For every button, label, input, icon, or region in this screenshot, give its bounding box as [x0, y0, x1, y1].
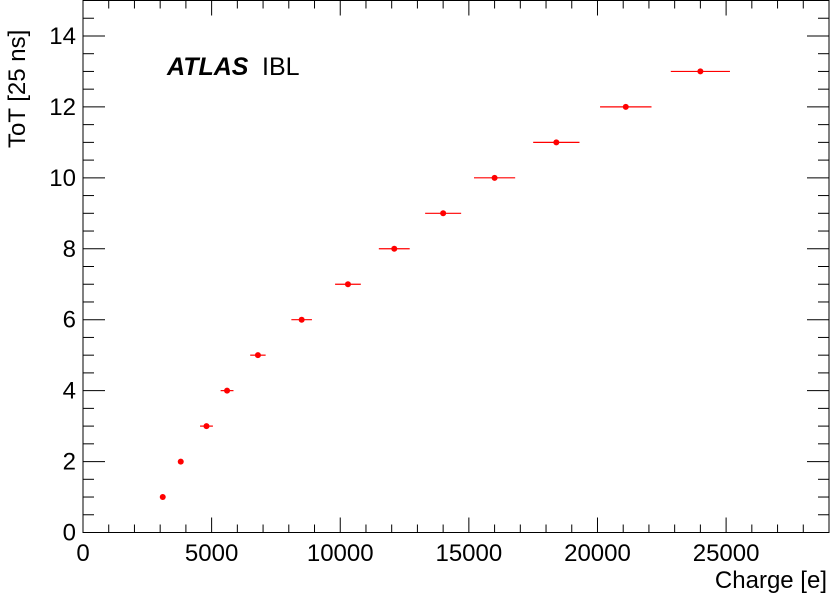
point-marker	[254, 352, 261, 359]
x-tick-label: 5000	[185, 540, 238, 567]
x-tick-label: 0	[76, 540, 89, 567]
point-marker	[622, 103, 629, 110]
y-tick-label: 8	[63, 236, 76, 263]
axis-tick-labels: 0 5000 10000 15000 20000 25000 0 2 4 6 8 10 12 14	[49, 23, 759, 567]
data-point	[600, 103, 652, 110]
data-point	[425, 210, 462, 217]
ibl-label: IBL	[262, 53, 300, 81]
y-tick-label: 12	[49, 94, 76, 121]
point-marker	[298, 316, 305, 323]
data-point	[670, 68, 730, 75]
y-tick-label: 10	[49, 165, 76, 192]
point-marker	[553, 139, 560, 146]
y-tick-label: 14	[49, 23, 76, 50]
data-point	[474, 174, 516, 181]
point-marker	[440, 210, 447, 217]
y-tick-label: 2	[63, 449, 76, 476]
point-marker	[697, 68, 704, 75]
data-point	[250, 352, 266, 359]
point-marker	[203, 423, 210, 430]
x-tick-label: 25000	[693, 540, 760, 567]
point-marker	[159, 494, 166, 501]
atlas-label: ATLAS	[166, 53, 249, 81]
x-tick-label: 10000	[307, 540, 374, 567]
axis-ticks	[82, 0, 830, 533]
x-tick-label: 20000	[564, 540, 631, 567]
data-point	[177, 458, 184, 465]
point-marker	[344, 281, 351, 288]
data-point	[291, 316, 312, 323]
data-point	[220, 387, 234, 394]
data-point	[378, 245, 410, 252]
y-tick-label: 6	[63, 307, 76, 334]
y-axis-title: ToT [25 ns]	[4, 30, 31, 148]
x-tick-label: 15000	[435, 540, 502, 567]
point-marker	[491, 174, 498, 181]
data-point	[533, 139, 580, 146]
data-point	[159, 494, 166, 501]
y-tick-label: 4	[63, 378, 76, 405]
data-points	[159, 68, 730, 501]
y-tick-label: 0	[63, 520, 76, 547]
data-point	[335, 281, 361, 288]
point-marker	[224, 387, 231, 394]
point-marker	[177, 458, 184, 465]
x-axis-title: Charge [e]	[715, 567, 827, 594]
point-marker	[391, 245, 398, 252]
data-point	[200, 423, 213, 430]
